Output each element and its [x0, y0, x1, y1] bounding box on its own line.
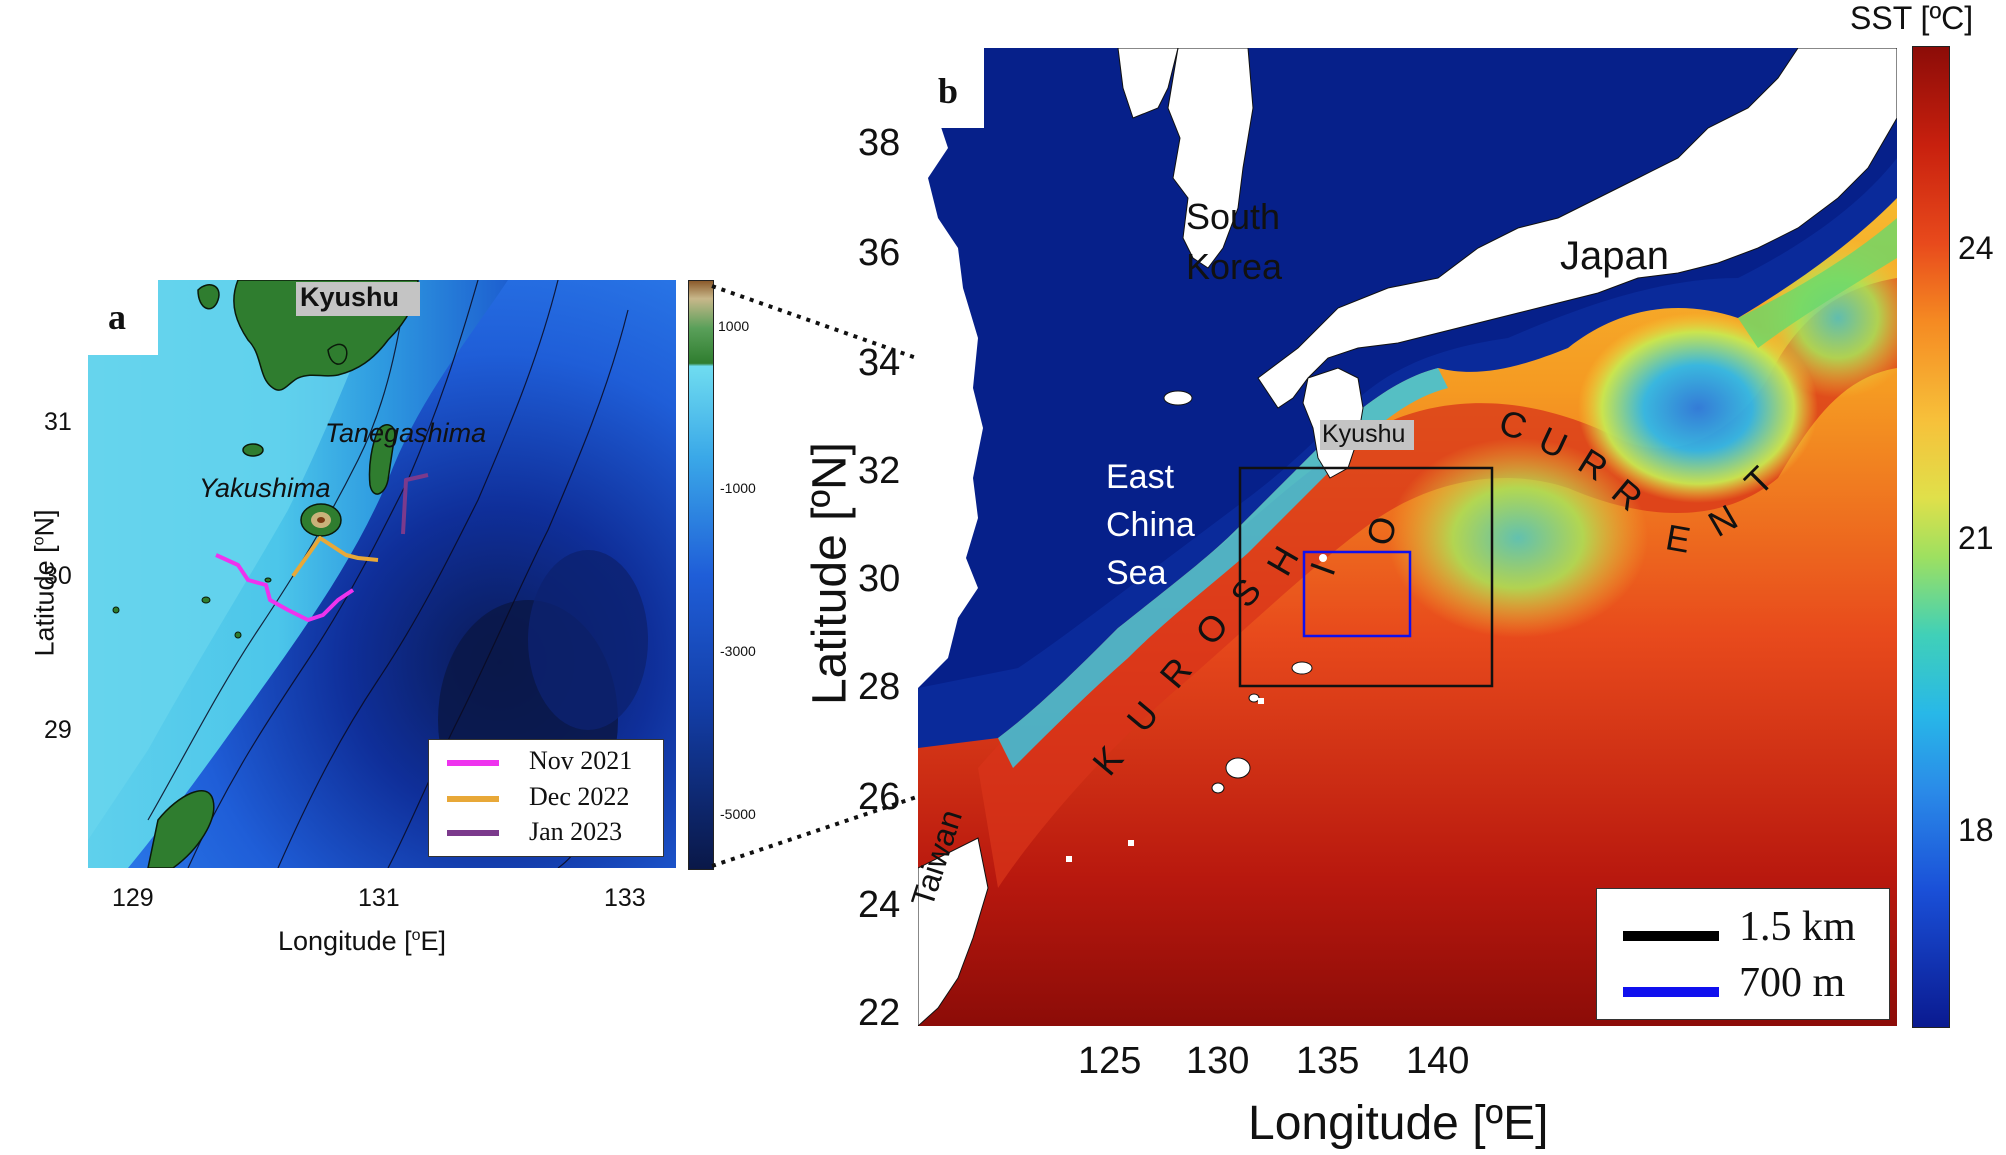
panel-a-x-tick: 129 [112, 884, 154, 912]
panel-b-sst-map [918, 48, 1897, 1026]
panel-a-x-axis-label: Longitude [oE] [278, 926, 447, 956]
panel-b-y-tick: 32 [858, 450, 901, 492]
kyushu-b-label: Kyushu [1322, 420, 1406, 448]
kyushu-b-label-box [1320, 420, 1414, 450]
panel-a-colorbar-tick: -3000 [720, 643, 756, 659]
legend-label-700m: 700 m [1739, 960, 1846, 1006]
legend-label-jan-2023: Jan 2023 [529, 817, 623, 846]
panel-b-x-tick: 135 [1296, 1040, 1360, 1082]
panel-a-y-tick: 31 [44, 408, 72, 436]
legend-swatch-jan-2023 [447, 830, 499, 836]
panel-b-y-tick: 34 [858, 342, 901, 384]
track-jan-2023 [401, 473, 429, 535]
panel-a-colorbar-tick: 1000 [718, 318, 750, 334]
south-korea-label-line1: South [1186, 196, 1281, 237]
panel-b-colorbar-title: SST [ºC] [1850, 0, 1974, 36]
panel-b-y-tick: 24 [858, 884, 901, 926]
panel-b-y-tick: 30 [858, 558, 901, 600]
ecs-label-line2: China [1106, 506, 1195, 544]
panel-a-y-axis-label: Latitude [oN] [29, 509, 60, 657]
panel-b-y-axis-label: Latitude [ºN] [803, 442, 857, 706]
panel-a-legend: Nov 2021 Dec 2022 Jan 2023 [428, 739, 664, 857]
legend-swatch-700m [1623, 987, 1719, 997]
panel-b-x-tick: 130 [1186, 1040, 1250, 1082]
study-box-1-5km [1238, 466, 1494, 688]
japan-label: Japan [1560, 234, 1669, 278]
panel-b-y-tick: 38 [858, 122, 901, 164]
study-box-700m [1302, 550, 1412, 638]
panel-a-letter: a [108, 297, 126, 337]
legend-swatch-dec-2022 [447, 796, 499, 802]
panel-a-x-tick: 133 [604, 884, 646, 912]
track-nov-2021 [215, 553, 355, 622]
ecs-label-line3: Sea [1106, 554, 1167, 592]
south-korea-label-line2: Korea [1186, 246, 1283, 287]
panel-a-y-tick: 29 [44, 716, 72, 744]
panel-b-letter: b [938, 71, 959, 111]
legend-label-dec-2022: Dec 2022 [529, 782, 630, 811]
panel-a-colorbar-tick: -1000 [720, 480, 756, 496]
panel-b-y-tick: 22 [858, 992, 901, 1034]
legend-label-1-5km: 1.5 km [1739, 904, 1856, 950]
legend-swatch-1-5km [1623, 931, 1719, 941]
panel-b-colorbar-tick: 21 [1958, 520, 1994, 556]
ecs-label-line1: East [1106, 458, 1175, 496]
panel-a: a Kyushu Tanegashima Yakushima Nov 2021 … [0, 0, 780, 1000]
panel-b-colorbar [1912, 46, 1950, 1028]
panel-a-colorbar-tick: -5000 [720, 806, 756, 822]
tanegashima-label: Tanegashima [325, 418, 487, 448]
yakushima-label: Yakushima [199, 473, 331, 503]
legend-swatch-nov-2021 [447, 760, 499, 766]
panel-a-x-tick: 131 [358, 884, 400, 912]
panel-b-x-tick: 140 [1406, 1040, 1470, 1082]
kyushu-label: Kyushu [300, 282, 400, 312]
panel-a-bathymetry-map [88, 280, 676, 868]
panel-b-colorbar-tick: 24 [1958, 230, 1994, 266]
panel-b-legend: 1.5 km 700 m [1596, 888, 1890, 1020]
panel-b-x-tick: 125 [1078, 1040, 1142, 1082]
panel-b-y-tick: 36 [858, 232, 901, 274]
legend-label-nov-2021: Nov 2021 [529, 746, 633, 775]
panel-a-y-tick: 30 [44, 562, 72, 590]
panel-b-colorbar-tick: 18 [1958, 812, 1994, 848]
panel-b-y-tick: 26 [858, 776, 901, 818]
kyushu-label-box [296, 282, 420, 316]
panel-b-x-axis-label: Longitude [ºE] [1248, 1097, 1549, 1150]
panel-a-colorbar [688, 280, 714, 870]
panel-b-y-tick: 28 [858, 666, 901, 708]
track-dec-2022 [291, 536, 379, 578]
